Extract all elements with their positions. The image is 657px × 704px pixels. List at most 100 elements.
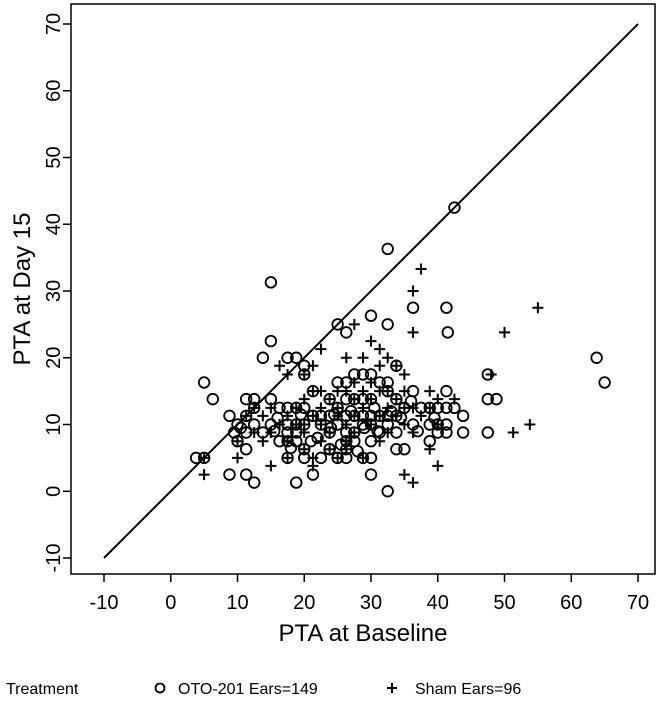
legend-label-oto201: OTO-201 Ears=149 <box>178 681 318 698</box>
sham-point <box>374 343 386 355</box>
sham-point <box>524 419 536 430</box>
sham-point <box>232 435 243 447</box>
sham-point <box>298 419 310 430</box>
x-tick-label: 20 <box>293 592 315 614</box>
sham-point <box>298 393 310 405</box>
sham-point <box>290 402 302 414</box>
sham-point <box>248 427 260 439</box>
sham-point <box>340 443 352 455</box>
oto201-point <box>381 485 394 498</box>
oto201-point <box>490 392 503 406</box>
sham-point <box>374 435 386 447</box>
y-tick-label: 0 <box>43 486 65 497</box>
oto201-point <box>264 334 278 348</box>
sham-point <box>257 435 269 447</box>
sham-point <box>332 410 344 422</box>
sham-point <box>424 385 436 397</box>
sham-point <box>348 376 360 388</box>
oto201-point <box>290 476 303 489</box>
oto201-point <box>247 476 261 489</box>
sham-point <box>348 410 360 422</box>
sham-point <box>282 368 294 380</box>
oto201-point <box>231 418 244 431</box>
oto201-point <box>311 431 324 445</box>
oto201-point <box>256 351 270 364</box>
sham-point <box>415 263 427 275</box>
sham-point <box>282 452 294 464</box>
sham-point <box>398 368 410 380</box>
sham-point <box>365 376 377 388</box>
oto201-point <box>590 351 603 364</box>
sham-point <box>315 343 327 355</box>
sham-point <box>265 402 277 414</box>
y-tick-label: 30 <box>43 280 65 302</box>
oto201-point <box>448 201 461 214</box>
oto201-point <box>440 301 453 314</box>
oto201-point <box>234 421 248 435</box>
sham-point <box>365 335 377 347</box>
sham-point <box>357 402 369 414</box>
plot-frame <box>70 3 656 575</box>
sham-point <box>340 419 352 430</box>
sham-point <box>257 410 269 422</box>
sham-point <box>232 452 243 464</box>
sham-point <box>432 419 444 430</box>
oto201-point <box>281 351 294 364</box>
sham-point <box>374 360 386 372</box>
sham-point <box>390 360 402 372</box>
sham-point <box>298 443 310 455</box>
oto201-point <box>340 326 353 339</box>
legend-title: Treatment <box>6 681 79 698</box>
sham-point <box>398 385 410 397</box>
sham-point <box>398 402 410 414</box>
oto201-point <box>441 326 454 339</box>
sham-point <box>307 360 319 372</box>
sham-point <box>324 427 336 439</box>
y-tick-label: 70 <box>43 13 65 35</box>
x-tick-label: 50 <box>493 592 515 614</box>
sham-point <box>340 352 352 364</box>
y-tick-label: 40 <box>43 213 65 235</box>
sham-point <box>248 402 260 414</box>
oto201-point <box>239 468 253 481</box>
oto201-point <box>598 376 611 389</box>
sham-point <box>265 460 277 472</box>
sham-point <box>432 460 444 472</box>
sham-point <box>382 385 394 397</box>
oto201-point <box>456 426 470 439</box>
x-tick-label: 10 <box>226 592 248 614</box>
oto201-point <box>440 384 453 398</box>
oto201-point <box>356 368 370 381</box>
sham-point <box>390 393 402 405</box>
sham-point <box>357 452 369 464</box>
x-axis-title: PTA at Baseline <box>279 620 448 647</box>
sham-point <box>315 385 327 397</box>
sham-point <box>315 435 327 447</box>
y-tick-label: 10 <box>43 413 65 435</box>
oto201-point <box>404 394 418 408</box>
sham-point <box>407 285 419 297</box>
sham-point <box>348 427 360 439</box>
oto201-point <box>271 411 284 425</box>
sham-point <box>415 410 427 422</box>
sham-point <box>532 302 544 314</box>
oto201-point <box>381 318 394 331</box>
oto201-point <box>284 441 298 455</box>
sham-point <box>485 368 497 380</box>
x-tick-label: 60 <box>560 592 582 614</box>
oto201-point <box>371 424 384 438</box>
oto201-point <box>223 468 236 481</box>
identity-line <box>103 23 639 559</box>
y-tick-label: 20 <box>43 347 65 369</box>
sham-point <box>424 402 436 414</box>
sham-point <box>282 410 294 422</box>
sham-point <box>382 352 394 364</box>
sham-point <box>265 427 277 439</box>
sham-point <box>324 443 336 455</box>
legend-label-sham: Sham Ears=96 <box>415 681 521 698</box>
x-tick-label: 0 <box>165 592 176 614</box>
oto201-point <box>206 392 220 406</box>
sham-point <box>340 385 352 397</box>
oto201-point <box>239 392 253 406</box>
